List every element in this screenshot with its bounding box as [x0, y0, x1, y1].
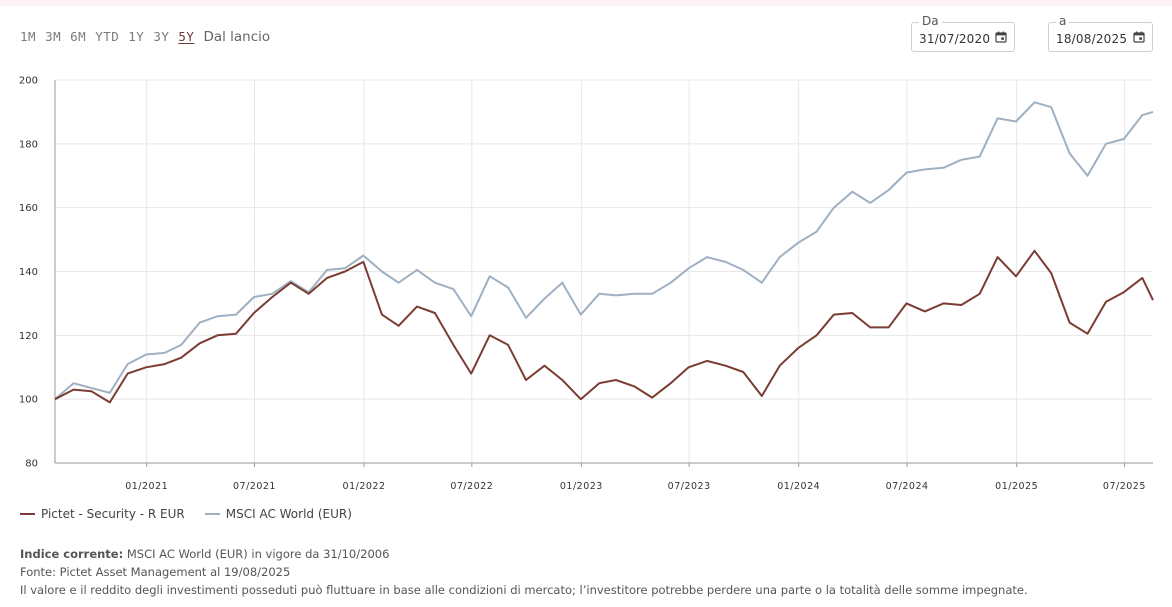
chart-notes: Indice corrente: MSCI AC World (EUR) in …: [20, 545, 1028, 599]
y-tick-label: 80: [25, 459, 38, 470]
calendar-icon[interactable]: [1133, 31, 1145, 43]
x-tick-label: 07/2025: [1103, 481, 1146, 492]
period-3y[interactable]: 3Y: [153, 29, 170, 44]
performance-chart: 80 100 120 140 160 180 200 01/2021 07/2021 01/202…: [19, 76, 1154, 492]
period-3m[interactable]: 3M: [45, 29, 62, 44]
current-index-note: Indice corrente: MSCI AC World (EUR) in …: [20, 545, 1028, 563]
y-tick-label: 140: [19, 267, 38, 278]
x-tick-label: 07/2023: [668, 481, 711, 492]
legend-item-fund[interactable]: Pictet - Security - R EUR: [20, 507, 185, 521]
x-tick-label: 01/2025: [995, 481, 1038, 492]
top-accent-bar: [0, 0, 1172, 6]
series-layer: [54, 101, 1154, 404]
y-tick-label: 160: [19, 203, 38, 214]
source-note: Fonte: Pictet Asset Management al 19/08/…: [20, 565, 291, 579]
y-tick-label: 120: [19, 331, 38, 342]
chart-legend: Pictet - Security - R EUR MSCI AC World …: [20, 507, 372, 521]
legend-label-benchmark: MSCI AC World (EUR): [225, 507, 352, 521]
y-tick-label: 180: [19, 139, 38, 150]
legend-item-benchmark[interactable]: MSCI AC World (EUR): [204, 507, 352, 521]
x-tick-label: 01/2022: [343, 481, 386, 492]
period-1y[interactable]: 1Y: [128, 29, 145, 44]
period-5y[interactable]: 5Y: [178, 29, 195, 44]
current-index-text: MSCI AC World (EUR) in vigore da 31/10/2…: [123, 547, 390, 561]
date-to-field[interactable]: a 18/08/2025: [1048, 14, 1153, 52]
y-tick-label: 200: [19, 76, 38, 87]
x-tick-label: 07/2024: [886, 481, 929, 492]
y-tick-label: 100: [19, 395, 38, 406]
date-to-label: a: [1056, 14, 1070, 28]
series-line-fund: [54, 249, 1154, 404]
x-tick-label: 07/2021: [233, 481, 276, 492]
period-6m[interactable]: 6M: [70, 29, 87, 44]
date-from-value: 31/07/2020: [919, 32, 991, 46]
date-from-field[interactable]: Da 31/07/2020: [911, 14, 1015, 52]
date-to-value: 18/08/2025: [1056, 32, 1128, 46]
period-ytd[interactable]: YTD: [95, 29, 120, 44]
period-1m[interactable]: 1M: [20, 29, 37, 44]
x-tick-label: 07/2022: [450, 481, 493, 492]
current-index-label: Indice corrente:: [20, 547, 124, 561]
series-line-benchmark: [54, 101, 1154, 400]
legend-swatch-benchmark: [204, 513, 220, 515]
period-selector: 1M 3M 6M YTD 1Y 3Y 5Y Dal lancio: [20, 29, 279, 47]
grid-layer: [55, 79, 1153, 464]
x-tick-label: 01/2024: [777, 481, 820, 492]
legend-label-fund: Pictet - Security - R EUR: [41, 507, 185, 521]
x-tick-label: 01/2021: [125, 481, 168, 492]
calendar-icon[interactable]: [995, 31, 1007, 43]
period-since-launch[interactable]: Dal lancio: [203, 29, 271, 45]
date-from-label: Da: [919, 14, 942, 28]
x-tick-label: 01/2023: [560, 481, 603, 492]
disclaimer-note: Il valore e il reddito degli investiment…: [20, 583, 1028, 597]
legend-swatch-fund: [20, 513, 35, 515]
axis-layer: 80 100 120 140 160 180 200 01/2021 07/2021 01/202…: [19, 76, 1153, 492]
